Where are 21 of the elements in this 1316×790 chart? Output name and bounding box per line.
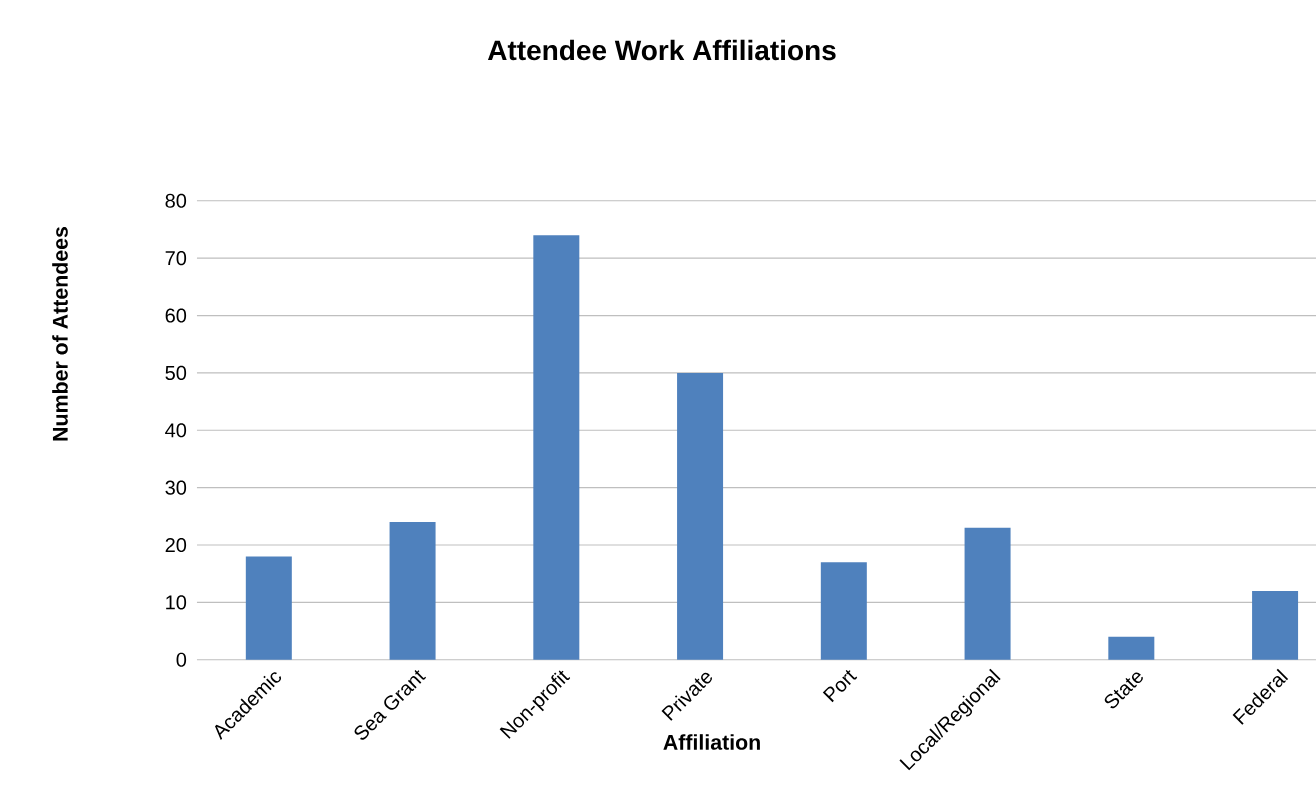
chart-title: Attendee Work Affiliations: [487, 39, 836, 61]
y-tick-label: 20: [165, 537, 187, 553]
y-tick-label: 70: [165, 251, 187, 266]
bar: [533, 235, 580, 660]
y-tick-label: 50: [165, 365, 187, 380]
y-tick-label: 10: [166, 595, 187, 610]
bar: [1108, 636, 1155, 660]
bar: [964, 527, 1011, 660]
bar: [1252, 590, 1299, 660]
y-tick-label: 0: [176, 652, 187, 667]
bar: [677, 372, 724, 660]
x-axis-title: Affiliation: [663, 734, 760, 750]
y-axis-title: Number of Attendees: [52, 227, 68, 441]
bar: [389, 522, 436, 660]
bar: [820, 562, 867, 660]
y-tick-label: 80: [165, 193, 187, 208]
y-tick-label: 30: [165, 480, 187, 495]
y-tick-label: 60: [165, 308, 187, 323]
y-tick-label: 40: [165, 423, 187, 438]
bar: [245, 556, 292, 660]
x-tick-label: Port: [822, 669, 858, 703]
